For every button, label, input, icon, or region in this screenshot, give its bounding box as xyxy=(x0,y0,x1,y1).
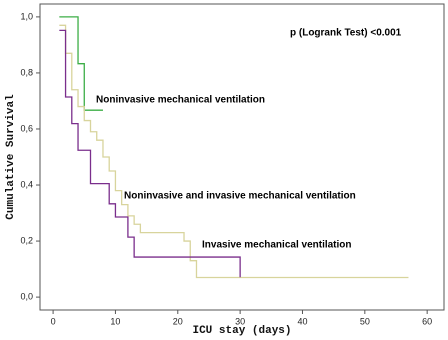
series-label: Invasive mechanical ventilation xyxy=(202,240,352,251)
y-tick-label: 0,2 xyxy=(20,235,33,245)
y-tick-label: 0,8 xyxy=(20,67,33,77)
survival-line xyxy=(59,29,241,278)
survival-line xyxy=(59,16,103,111)
y-tick-label: 0,4 xyxy=(20,179,33,189)
y-tick-label: 0,6 xyxy=(20,123,33,133)
y-tick-label: 1,0 xyxy=(20,11,33,21)
x-tick-label: 20 xyxy=(173,316,183,326)
x-tick-label: 30 xyxy=(235,316,245,326)
x-axis-label: ICU stay (days) xyxy=(192,325,291,337)
x-tick-label: 40 xyxy=(297,316,307,326)
plot-frame xyxy=(39,3,445,311)
series-label: Noninvasive mechanical ventilation xyxy=(96,95,265,106)
x-tick-label: 10 xyxy=(110,316,120,326)
annotation: p (Logrank Test) <0.001 xyxy=(290,28,402,39)
x-tick-label: 60 xyxy=(422,316,432,326)
series-label: Noninvasive and invasive mechanical vent… xyxy=(124,191,356,202)
x-tick-label: 50 xyxy=(360,316,370,326)
y-tick-label: 0,0 xyxy=(20,291,33,301)
y-axis-label: Cumulative Survival xyxy=(5,94,17,220)
survival-line xyxy=(59,24,409,279)
x-tick-label: 0 xyxy=(51,316,56,326)
